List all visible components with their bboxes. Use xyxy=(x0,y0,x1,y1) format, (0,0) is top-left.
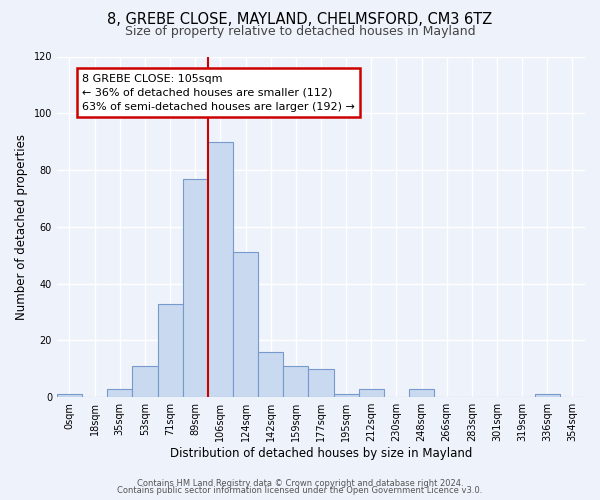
Bar xyxy=(182,178,208,397)
Bar xyxy=(107,388,133,397)
Bar xyxy=(133,366,158,397)
Text: 8 GREBE CLOSE: 105sqm
← 36% of detached houses are smaller (112)
63% of semi-det: 8 GREBE CLOSE: 105sqm ← 36% of detached … xyxy=(82,74,355,112)
Bar xyxy=(158,304,182,397)
Bar xyxy=(535,394,560,397)
Bar xyxy=(283,366,308,397)
Bar xyxy=(334,394,359,397)
Text: Size of property relative to detached houses in Mayland: Size of property relative to detached ho… xyxy=(125,25,475,38)
Bar xyxy=(233,252,258,397)
Bar xyxy=(409,388,434,397)
Text: Contains public sector information licensed under the Open Government Licence v3: Contains public sector information licen… xyxy=(118,486,482,495)
Bar xyxy=(57,394,82,397)
Bar xyxy=(359,388,384,397)
Y-axis label: Number of detached properties: Number of detached properties xyxy=(15,134,28,320)
Bar xyxy=(208,142,233,397)
Bar xyxy=(258,352,283,397)
Text: Contains HM Land Registry data © Crown copyright and database right 2024.: Contains HM Land Registry data © Crown c… xyxy=(137,479,463,488)
Text: 8, GREBE CLOSE, MAYLAND, CHELMSFORD, CM3 6TZ: 8, GREBE CLOSE, MAYLAND, CHELMSFORD, CM3… xyxy=(107,12,493,28)
X-axis label: Distribution of detached houses by size in Mayland: Distribution of detached houses by size … xyxy=(170,447,472,460)
Bar xyxy=(308,369,334,397)
